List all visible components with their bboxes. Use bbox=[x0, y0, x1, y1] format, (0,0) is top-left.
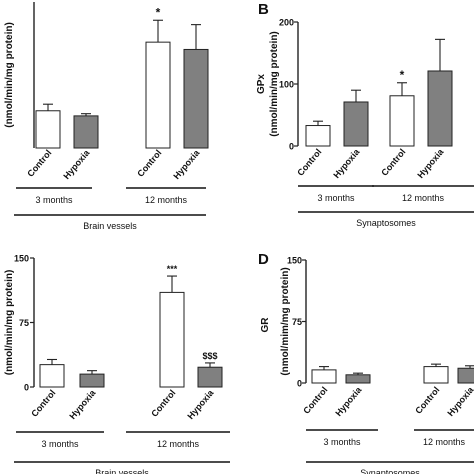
x-tick-label: Hypoxia bbox=[333, 384, 364, 418]
panel-letter: B bbox=[258, 1, 269, 18]
footer-label: Synaptosomes bbox=[356, 218, 416, 228]
y-tick-label: 100 bbox=[279, 80, 294, 90]
significance-label: * bbox=[156, 5, 161, 19]
panel-letter: D bbox=[258, 251, 269, 268]
panel-1: (nmol/min/mg protein) Control Hypoxia * Cont… bbox=[4, 2, 209, 231]
y-tick-label: 0 bbox=[289, 142, 294, 152]
bar bbox=[35, 110, 61, 149]
y-tick-label: 150 bbox=[287, 256, 302, 266]
x-tick-label: Control bbox=[25, 148, 53, 179]
y-axis-label: (nmol/min/mg protein) bbox=[269, 31, 280, 137]
x-tick-label: Hypoxia bbox=[445, 384, 474, 418]
group-label: 3 months bbox=[41, 439, 79, 449]
group-label: 12 months bbox=[145, 195, 188, 205]
y-axis-short-label: GR bbox=[260, 317, 271, 333]
x-tick-label: Control bbox=[379, 147, 407, 178]
footer-label: Synaptosomes bbox=[360, 468, 420, 474]
significance-label: $$$ bbox=[202, 351, 217, 361]
bar bbox=[145, 41, 171, 149]
group-label: 12 months bbox=[402, 193, 445, 203]
group-label: 3 months bbox=[317, 193, 355, 203]
y-tick-label: 200 bbox=[279, 18, 294, 28]
footer-label: Brain vessels bbox=[95, 468, 149, 474]
y-tick-label: 150 bbox=[14, 254, 29, 264]
x-tick-label: Control bbox=[295, 147, 323, 178]
group-label: 3 months bbox=[35, 195, 73, 205]
bar bbox=[305, 125, 331, 147]
y-axis-short-label: GPx bbox=[256, 74, 267, 94]
footer-label: Brain vessels bbox=[83, 221, 137, 231]
bar bbox=[457, 367, 474, 384]
bar bbox=[311, 369, 337, 384]
x-tick-label: Control bbox=[29, 388, 57, 419]
y-tick-label: 75 bbox=[19, 318, 29, 328]
y-tick-label: 0 bbox=[24, 383, 29, 393]
y-axis-label: (nmol/min/mg protein) bbox=[4, 270, 15, 376]
significance-label: *** bbox=[167, 264, 178, 274]
y-axis-label: (nmol/mim/mg protein) bbox=[280, 267, 291, 375]
y-tick-label: 0 bbox=[297, 379, 302, 389]
y-tick-label: 75 bbox=[292, 317, 302, 327]
bar bbox=[159, 291, 185, 388]
x-tick-label: Hypoxia bbox=[171, 147, 202, 181]
bar bbox=[427, 70, 453, 147]
x-tick-label: Control bbox=[413, 385, 441, 416]
x-tick-label: Hypoxia bbox=[331, 146, 362, 180]
bar bbox=[39, 364, 65, 388]
x-tick-label: Control bbox=[135, 148, 163, 179]
bar bbox=[343, 101, 369, 147]
group-label: 12 months bbox=[157, 439, 200, 449]
bar bbox=[423, 366, 449, 384]
bar bbox=[79, 373, 105, 388]
group-label: 3 months bbox=[323, 437, 361, 447]
x-tick-label: Control bbox=[149, 388, 177, 419]
x-tick-label: Control bbox=[301, 385, 329, 416]
x-tick-label: Hypoxia bbox=[185, 387, 216, 421]
bar bbox=[73, 115, 99, 149]
group-label: 12 months bbox=[423, 437, 466, 447]
x-tick-label: Hypoxia bbox=[61, 147, 92, 181]
y-axis-label: (nmol/min/mg protein) bbox=[4, 22, 15, 128]
bar bbox=[183, 48, 209, 149]
x-tick-label: Hypoxia bbox=[67, 387, 98, 421]
significance-label: * bbox=[400, 68, 405, 82]
panel-2: B GPx (nmol/min/mg protein) 0 100 200 Control H… bbox=[256, 1, 474, 228]
x-tick-label: Hypoxia bbox=[415, 146, 446, 180]
bar bbox=[197, 366, 223, 388]
bar bbox=[345, 374, 371, 384]
panel-3: (nmol/min/mg protein) 0 75 150 Control Hypoxi… bbox=[4, 254, 230, 474]
bar bbox=[389, 95, 415, 147]
